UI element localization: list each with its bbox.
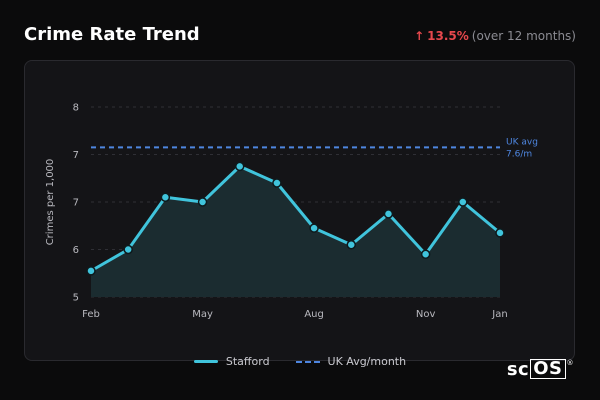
data-point-apr xyxy=(160,192,171,202)
data-point-oct xyxy=(383,209,394,219)
data-point-jun xyxy=(234,161,245,172)
legend-label-reference: UK Avg/month xyxy=(327,355,407,368)
y-tick-label: 8 xyxy=(73,103,79,114)
data-point-nov xyxy=(420,249,431,259)
change-percent: 13.5% xyxy=(427,29,469,43)
legend-swatch-solid xyxy=(193,360,218,363)
series-line-stafford xyxy=(89,164,502,273)
x-tick-label: Feb xyxy=(82,309,100,320)
y-tick-label: 6 xyxy=(73,245,79,256)
y-tick-label: 5 xyxy=(73,293,79,304)
data-point-jan xyxy=(495,228,505,238)
data-point-may xyxy=(197,197,208,207)
points-layer xyxy=(86,161,505,276)
logo-boxed: OS xyxy=(530,359,566,379)
legend: Stafford UK Avg/month xyxy=(0,355,600,368)
data-point-mar xyxy=(123,244,133,255)
up-arrow-icon: ↑ xyxy=(414,29,425,43)
legend-swatch-dashed xyxy=(295,360,320,363)
legend-label-series: Stafford xyxy=(225,355,270,368)
x-tick-label: May xyxy=(192,309,213,320)
data-point-feb xyxy=(86,266,96,276)
change-indicator: ↑ 13.5% (over 12 months) xyxy=(414,29,576,43)
data-point-jul xyxy=(272,178,282,188)
brand-logo: sc OS ® xyxy=(507,359,574,380)
logo-prefix: sc xyxy=(506,359,530,380)
labels-layer: 5 6 7 7 8 Feb May Aug Nov Jan Crimes per 1,000 UK a… xyxy=(45,103,538,321)
data-point-aug xyxy=(309,223,319,233)
line-layer xyxy=(89,164,502,273)
data-point-dec xyxy=(458,197,468,207)
reference-label-line2: 7.6/m xyxy=(506,149,532,159)
legend-item-reference[interactable]: UK Avg/month xyxy=(295,355,407,368)
x-tick-label: Nov xyxy=(416,309,436,320)
y-tick-label: 7 xyxy=(73,150,79,161)
chart-title: Crime Rate Trend xyxy=(24,24,200,45)
registered-mark: ® xyxy=(566,359,574,367)
change-period: (over 12 months) xyxy=(471,29,576,43)
y-tick-label: 7 xyxy=(73,198,79,209)
reference-label-line1: UK avg xyxy=(506,137,538,147)
x-tick-label: Aug xyxy=(304,309,324,320)
area-layer xyxy=(91,166,500,297)
legend-item-series[interactable]: Stafford xyxy=(193,355,270,368)
y-axis-title: Crimes per 1,000 xyxy=(45,159,56,246)
series-area-fill xyxy=(91,166,500,297)
x-tick-label: Jan xyxy=(491,309,507,320)
data-point-sep xyxy=(346,240,357,250)
